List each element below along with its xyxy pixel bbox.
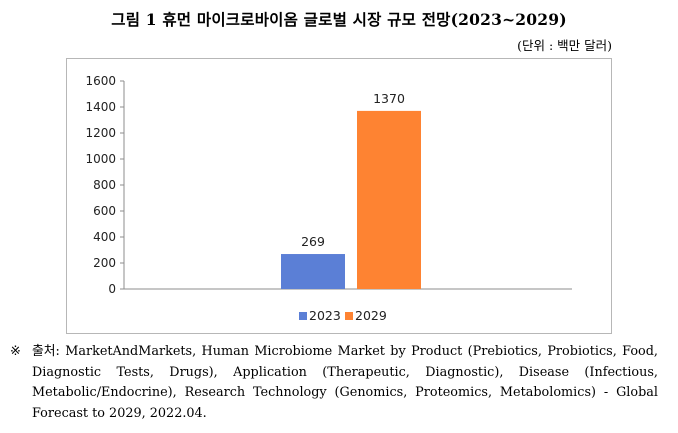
chart-area: 0 200 400 600 800 1000 1200 1400 1600 269 1370 2023…	[66, 58, 612, 334]
bar-2029	[357, 110, 421, 290]
data-label-2029: 1370	[373, 91, 405, 106]
y-tick-label: 0	[108, 282, 116, 296]
y-tick-label: 1600	[85, 74, 116, 88]
reference-mark: ※	[10, 344, 21, 359]
bar-chart: 0 200 400 600 800 1000 1200 1400 1600 269 1370 2023…	[85, 74, 572, 323]
data-label-2023: 269	[301, 234, 325, 249]
unit-label: (단위 : 백만 달러)	[517, 38, 612, 53]
y-tick-label: 200	[93, 256, 116, 270]
y-tick-label: 400	[93, 230, 116, 244]
legend-swatch-2029	[345, 312, 353, 320]
y-tick-label: 1200	[85, 126, 116, 140]
y-tick-label: 600	[93, 204, 116, 218]
legend-label-2023: 2023	[309, 308, 341, 323]
chart-title: 그림 1 휴먼 마이크로바이옴 글로벌 시장 규모 전망(2023~2029)	[111, 10, 567, 29]
bar-2023	[281, 254, 345, 289]
source-text: 출처: MarketAndMarkets, Human Microbiome M…	[32, 344, 658, 421]
legend-swatch-2023	[299, 312, 307, 320]
y-tick-label: 1400	[85, 100, 116, 114]
legend-label-2029: 2029	[355, 308, 387, 323]
source-note: ※ 출처: MarketAndMarkets, Human Microbiome…	[10, 342, 658, 424]
y-tick-label: 1000	[85, 152, 116, 166]
y-tick-label: 800	[93, 178, 116, 192]
